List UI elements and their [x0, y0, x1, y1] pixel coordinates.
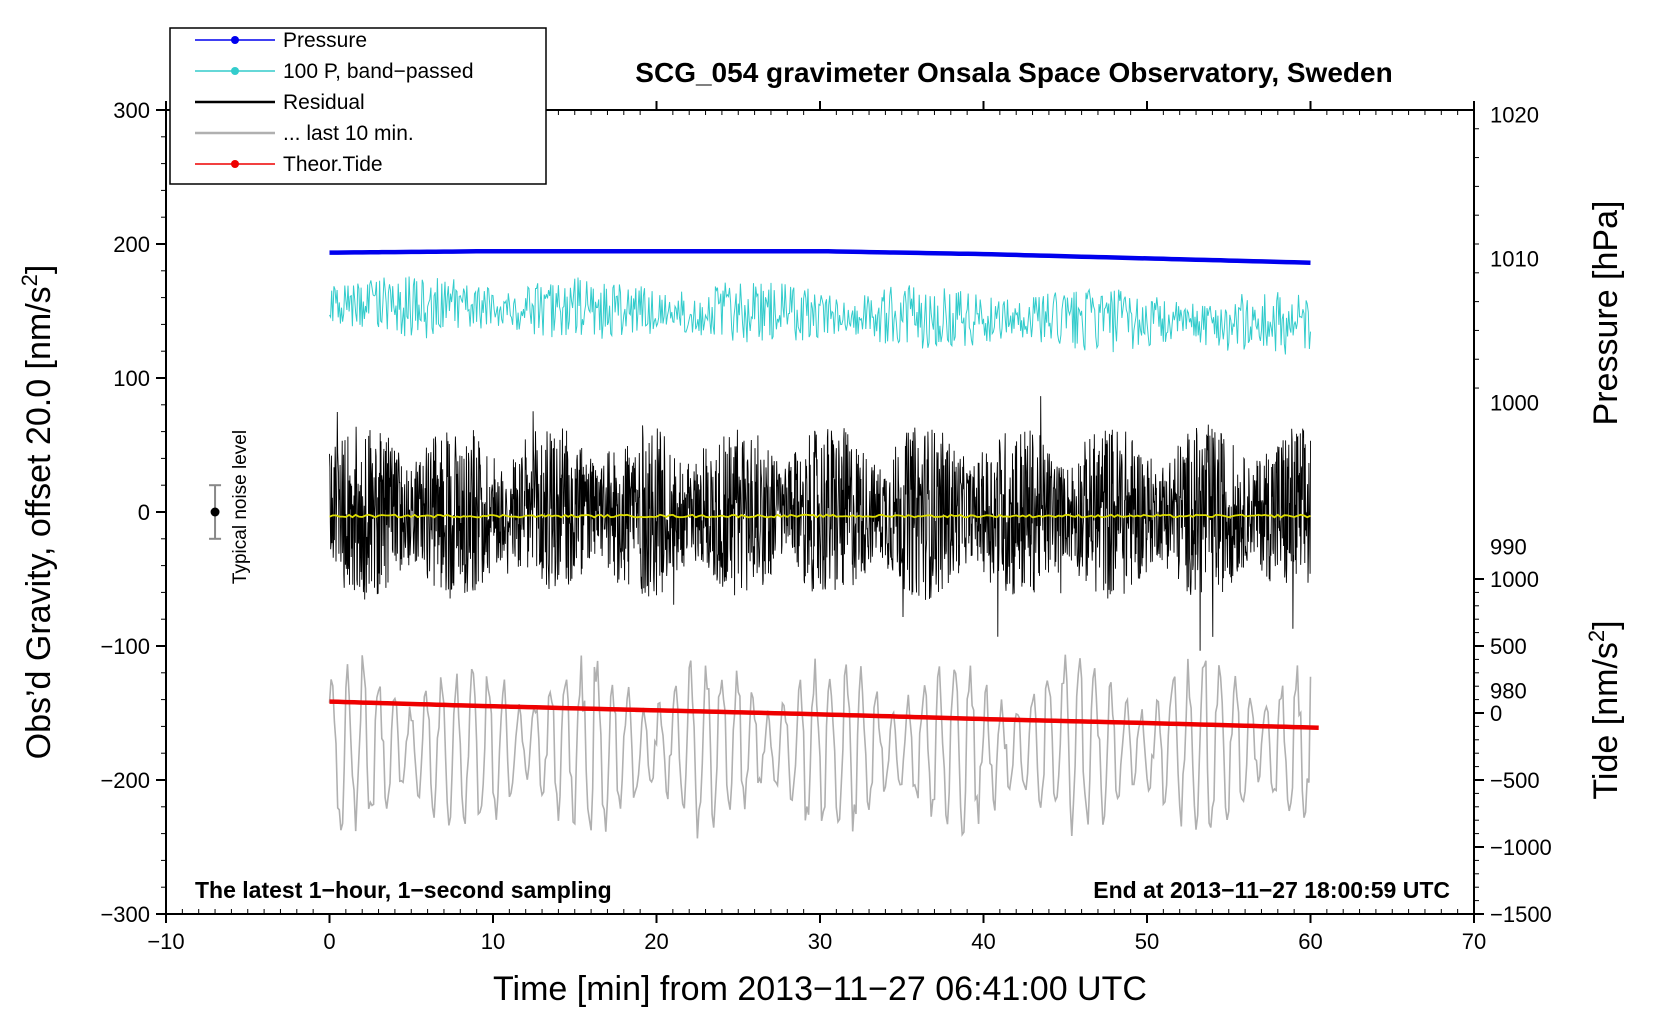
pressure-tick-label: 980 — [1490, 679, 1527, 704]
x-tick-label: 10 — [481, 929, 505, 954]
noise-level-indicator: Typical noise level — [209, 430, 251, 584]
x-tick-label: 70 — [1462, 929, 1486, 954]
x-tick-label: 60 — [1298, 929, 1322, 954]
annotation-right: End at 2013−11−27 18:00:59 UTC — [1093, 877, 1450, 903]
x-tick-label: −10 — [147, 929, 184, 954]
y-axis-label-tide-end: ] — [1587, 620, 1625, 629]
y-axis-label-tide-text: Tide [nm/s — [1587, 642, 1625, 799]
pressure-tick-label: 1020 — [1490, 102, 1539, 127]
y-tick-label: 300 — [113, 98, 150, 123]
x-tick-label: 0 — [323, 929, 335, 954]
noise-level-label: Typical noise level — [230, 430, 251, 584]
series-last-10-min-line — [328, 654, 1312, 839]
y-axis-label-main-sup: 2 — [17, 274, 42, 286]
x-tick-label: 40 — [971, 929, 995, 954]
tide-tick-label: −1000 — [1490, 835, 1552, 860]
series-mean-line — [329, 513, 1311, 519]
annotation-left: The latest 1−hour, 1−second sampling — [195, 877, 612, 903]
series-theoretical-tide-line — [329, 699, 1319, 730]
y-tick-label: −300 — [100, 902, 150, 927]
tide-tick-label: 0 — [1490, 701, 1502, 726]
y-tick-label: 100 — [113, 366, 150, 391]
pressure-tick-label: 1010 — [1490, 246, 1539, 271]
y-axis-label-main-end: ] — [20, 265, 58, 274]
legend-marker — [231, 67, 239, 75]
y-axis-label-main: Obs’d Gravity, offset 20.0 [nm/s2] — [17, 265, 58, 760]
y-axis-label-pressure: Pressure [hPa] — [1587, 201, 1625, 426]
legend-marker — [231, 160, 239, 168]
legend-label: Pressure — [283, 29, 367, 52]
y-axis-label-tide: Tide [nm/s2] — [1584, 620, 1625, 799]
tick-layer: −10 0 10 20 30 40 50 60 70−300−200−1000100200300… — [100, 98, 1552, 954]
y-axis-label-main-text: Obs’d Gravity, offset 20.0 [nm/s — [20, 286, 58, 759]
y-tick-label: 0 — [138, 500, 150, 525]
legend-label: Theor.Tide — [283, 153, 383, 176]
legend-marker — [231, 36, 239, 44]
pressure-tick-label: 1000 — [1490, 390, 1539, 415]
x-axis-label: Time [min] from 2013−11−27 06:41:00 UTC — [493, 970, 1147, 1008]
legend-label: 100 P, band−passed — [283, 60, 474, 83]
series-pressure-line — [329, 248, 1311, 265]
legend-label: Residual — [283, 91, 365, 114]
tide-tick-label: 1000 — [1490, 567, 1539, 592]
series-residual-line — [329, 396, 1311, 651]
x-tick-label: 20 — [644, 929, 668, 954]
legend-label: ... last 10 min. — [283, 122, 414, 145]
y-axis-label-tide-sup: 2 — [1584, 630, 1609, 642]
y-tick-label: −100 — [100, 634, 150, 659]
tide-tick-label: −500 — [1490, 768, 1540, 793]
pressure-tick-label: 990 — [1490, 535, 1527, 560]
y-tick-label: −200 — [100, 768, 150, 793]
tide-tick-label: −1500 — [1490, 902, 1552, 927]
noise-bar-dot — [210, 507, 220, 517]
y-tick-label: 200 — [113, 232, 150, 257]
x-tick-label: 50 — [1135, 929, 1159, 954]
x-tick-label: 30 — [808, 929, 832, 954]
legend: Pressure 100 P, band−passed Residual ... la… — [169, 27, 547, 185]
series-band-passed-line — [329, 276, 1311, 355]
series-layer — [328, 248, 1319, 839]
chart-title: SCG_054 gravimeter Onsala Space Observat… — [635, 57, 1392, 88]
legend-box — [169, 27, 547, 185]
tide-tick-label: 500 — [1490, 634, 1527, 659]
